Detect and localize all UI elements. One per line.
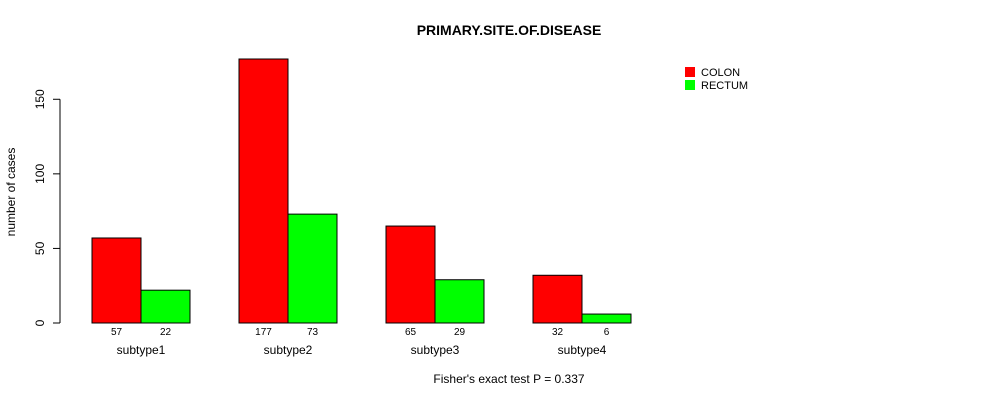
legend-label-rectum: RECTUM	[701, 80, 748, 92]
y-tick-label: 150	[33, 89, 47, 109]
bar-subtype1-colon	[91, 237, 142, 324]
bar-value-label: 6	[604, 327, 610, 338]
bar-value-label: 177	[255, 327, 272, 338]
bars: 57 22 177 73 65 29 32 6	[91, 58, 632, 338]
bar-value-label: 57	[111, 327, 123, 338]
y-axis: 0 50 100 150	[33, 89, 61, 326]
category-label: subtype4	[558, 343, 607, 357]
fisher-test-note: Fisher's exact test P = 0.337	[433, 372, 584, 386]
y-tick-label: 0	[33, 319, 47, 326]
bar-subtype2-rectum	[287, 213, 338, 324]
bar-subtype4-colon	[532, 274, 583, 324]
y-axis-label: number of cases	[4, 148, 18, 237]
legend-swatch-colon	[685, 67, 695, 77]
bar-subtype3-rectum	[434, 279, 485, 324]
bar-value-label: 22	[160, 327, 172, 338]
category-label: subtype2	[264, 343, 313, 357]
category-label: subtype1	[117, 343, 166, 357]
category-label: subtype3	[411, 343, 460, 357]
y-tick-label: 100	[33, 164, 47, 184]
bar-value-label: 32	[552, 327, 564, 338]
legend-swatch-rectum	[685, 80, 695, 90]
y-tick-label: 50	[33, 241, 47, 255]
legend-label-colon: COLON	[701, 67, 740, 79]
bar-subtype4-rectum	[581, 313, 632, 324]
chart-title: PRIMARY.SITE.OF.DISEASE	[417, 22, 602, 38]
bar-subtype2-colon	[238, 58, 289, 324]
bar-value-label: 65	[405, 327, 417, 338]
bar-subtype1-rectum	[140, 289, 191, 324]
category-labels: subtype1 subtype2 subtype3 subtype4	[117, 343, 607, 357]
bar-value-label: 29	[454, 327, 466, 338]
bar-value-label: 73	[307, 327, 319, 338]
bar-subtype3-colon	[385, 225, 436, 324]
